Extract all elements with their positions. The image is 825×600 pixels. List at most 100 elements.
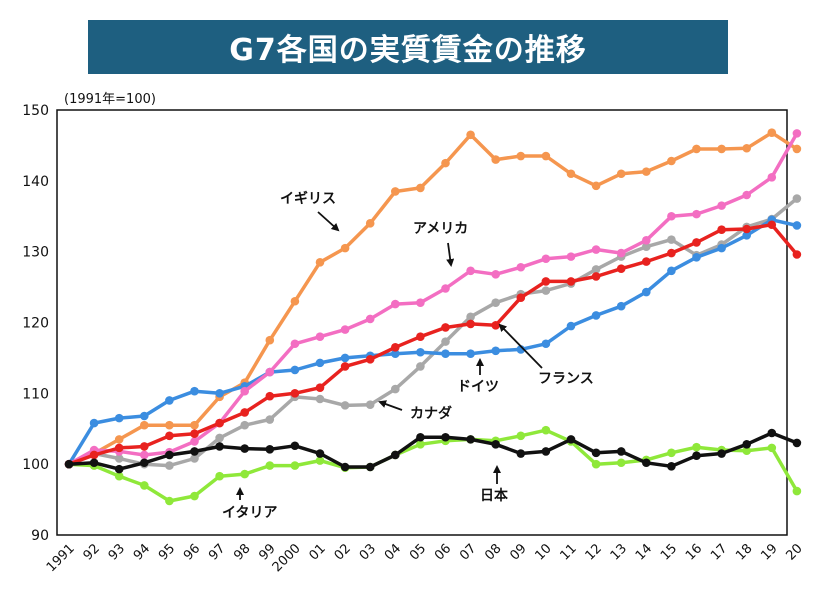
x-tick-label: 93 bbox=[106, 541, 128, 563]
data-point bbox=[541, 425, 551, 435]
data-point bbox=[667, 235, 676, 244]
data-point bbox=[667, 448, 676, 458]
data-point bbox=[616, 264, 626, 273]
data-point bbox=[215, 471, 224, 481]
y-tick-label: 110 bbox=[22, 386, 49, 402]
data-point bbox=[114, 413, 124, 423]
data-point bbox=[240, 469, 249, 479]
x-tick-label: 97 bbox=[206, 541, 228, 563]
data-point bbox=[340, 325, 350, 334]
data-point bbox=[642, 167, 651, 176]
data-point bbox=[190, 454, 199, 463]
data-point bbox=[290, 441, 300, 451]
data-point bbox=[591, 311, 601, 320]
x-tick-label: 03 bbox=[357, 541, 379, 563]
data-point bbox=[365, 462, 375, 472]
data-point bbox=[466, 266, 475, 276]
data-point bbox=[416, 347, 425, 357]
label-arrow bbox=[446, 242, 455, 267]
data-point bbox=[792, 486, 802, 496]
data-point bbox=[792, 129, 802, 138]
data-point bbox=[290, 339, 300, 349]
data-point bbox=[315, 456, 325, 465]
y-tick-label: 130 bbox=[22, 245, 49, 261]
data-point bbox=[692, 209, 701, 219]
series-5 bbox=[64, 428, 802, 474]
data-point bbox=[315, 394, 325, 404]
data-point bbox=[140, 420, 149, 430]
data-point bbox=[340, 401, 350, 410]
data-point bbox=[315, 358, 325, 368]
data-point bbox=[140, 442, 149, 451]
data-point bbox=[792, 438, 802, 448]
label-arrow bbox=[378, 400, 403, 411]
data-point bbox=[165, 450, 174, 460]
data-point bbox=[516, 431, 526, 441]
data-point bbox=[541, 447, 551, 456]
plot-frame bbox=[56, 109, 788, 536]
data-point bbox=[541, 277, 551, 286]
data-point bbox=[391, 342, 400, 352]
data-point bbox=[566, 169, 576, 179]
data-point bbox=[792, 194, 802, 203]
x-tick-label: 12 bbox=[583, 541, 605, 563]
data-point bbox=[491, 298, 501, 307]
data-point bbox=[365, 355, 375, 364]
x-tick-label: 19 bbox=[758, 541, 780, 563]
data-point bbox=[290, 296, 300, 306]
data-point bbox=[516, 293, 526, 303]
x-tick-label: 20 bbox=[783, 541, 805, 563]
data-point bbox=[667, 461, 676, 471]
x-tick-label: 17 bbox=[708, 541, 730, 563]
data-point bbox=[692, 238, 701, 247]
series-label: フランス bbox=[538, 371, 594, 387]
data-point bbox=[215, 433, 224, 443]
data-point bbox=[792, 144, 802, 154]
x-tick-label: 1991 bbox=[44, 541, 78, 575]
data-point bbox=[566, 252, 576, 261]
data-point bbox=[114, 464, 124, 474]
data-point bbox=[190, 386, 199, 396]
data-point bbox=[742, 231, 751, 240]
data-point bbox=[265, 367, 275, 377]
data-point bbox=[365, 314, 375, 324]
x-tick-label: 18 bbox=[733, 541, 755, 563]
data-point bbox=[315, 257, 325, 267]
data-point bbox=[89, 458, 99, 468]
data-point bbox=[491, 270, 501, 279]
data-point bbox=[642, 236, 651, 245]
data-point bbox=[466, 130, 475, 140]
x-tick-label: 92 bbox=[81, 541, 103, 563]
data-point bbox=[616, 447, 626, 456]
x-tick-label: 01 bbox=[307, 541, 329, 563]
data-point bbox=[416, 362, 425, 371]
data-point bbox=[265, 461, 275, 470]
data-point bbox=[215, 389, 224, 398]
data-point bbox=[491, 155, 501, 164]
data-point bbox=[365, 400, 375, 409]
data-point bbox=[416, 298, 425, 307]
data-point bbox=[240, 386, 249, 396]
x-tick-label: 13 bbox=[608, 541, 630, 563]
data-point bbox=[365, 219, 375, 228]
data-point bbox=[642, 257, 651, 266]
chart-title: G7各国の実質賃金の推移 bbox=[229, 33, 587, 68]
data-point bbox=[591, 448, 601, 458]
data-point bbox=[516, 262, 526, 272]
data-point bbox=[416, 440, 425, 449]
data-point bbox=[165, 461, 174, 470]
data-point bbox=[391, 299, 400, 309]
data-point bbox=[114, 454, 124, 463]
data-point bbox=[114, 435, 124, 444]
series-label: 日本 bbox=[480, 487, 509, 504]
data-point bbox=[340, 353, 350, 363]
data-point bbox=[441, 337, 450, 346]
data-point bbox=[742, 440, 751, 449]
data-point bbox=[541, 254, 551, 264]
x-tick-label: 16 bbox=[683, 541, 705, 563]
data-point bbox=[340, 362, 350, 371]
data-point bbox=[290, 365, 300, 375]
data-point bbox=[89, 450, 99, 460]
data-point bbox=[466, 312, 475, 322]
data-point bbox=[792, 221, 802, 230]
